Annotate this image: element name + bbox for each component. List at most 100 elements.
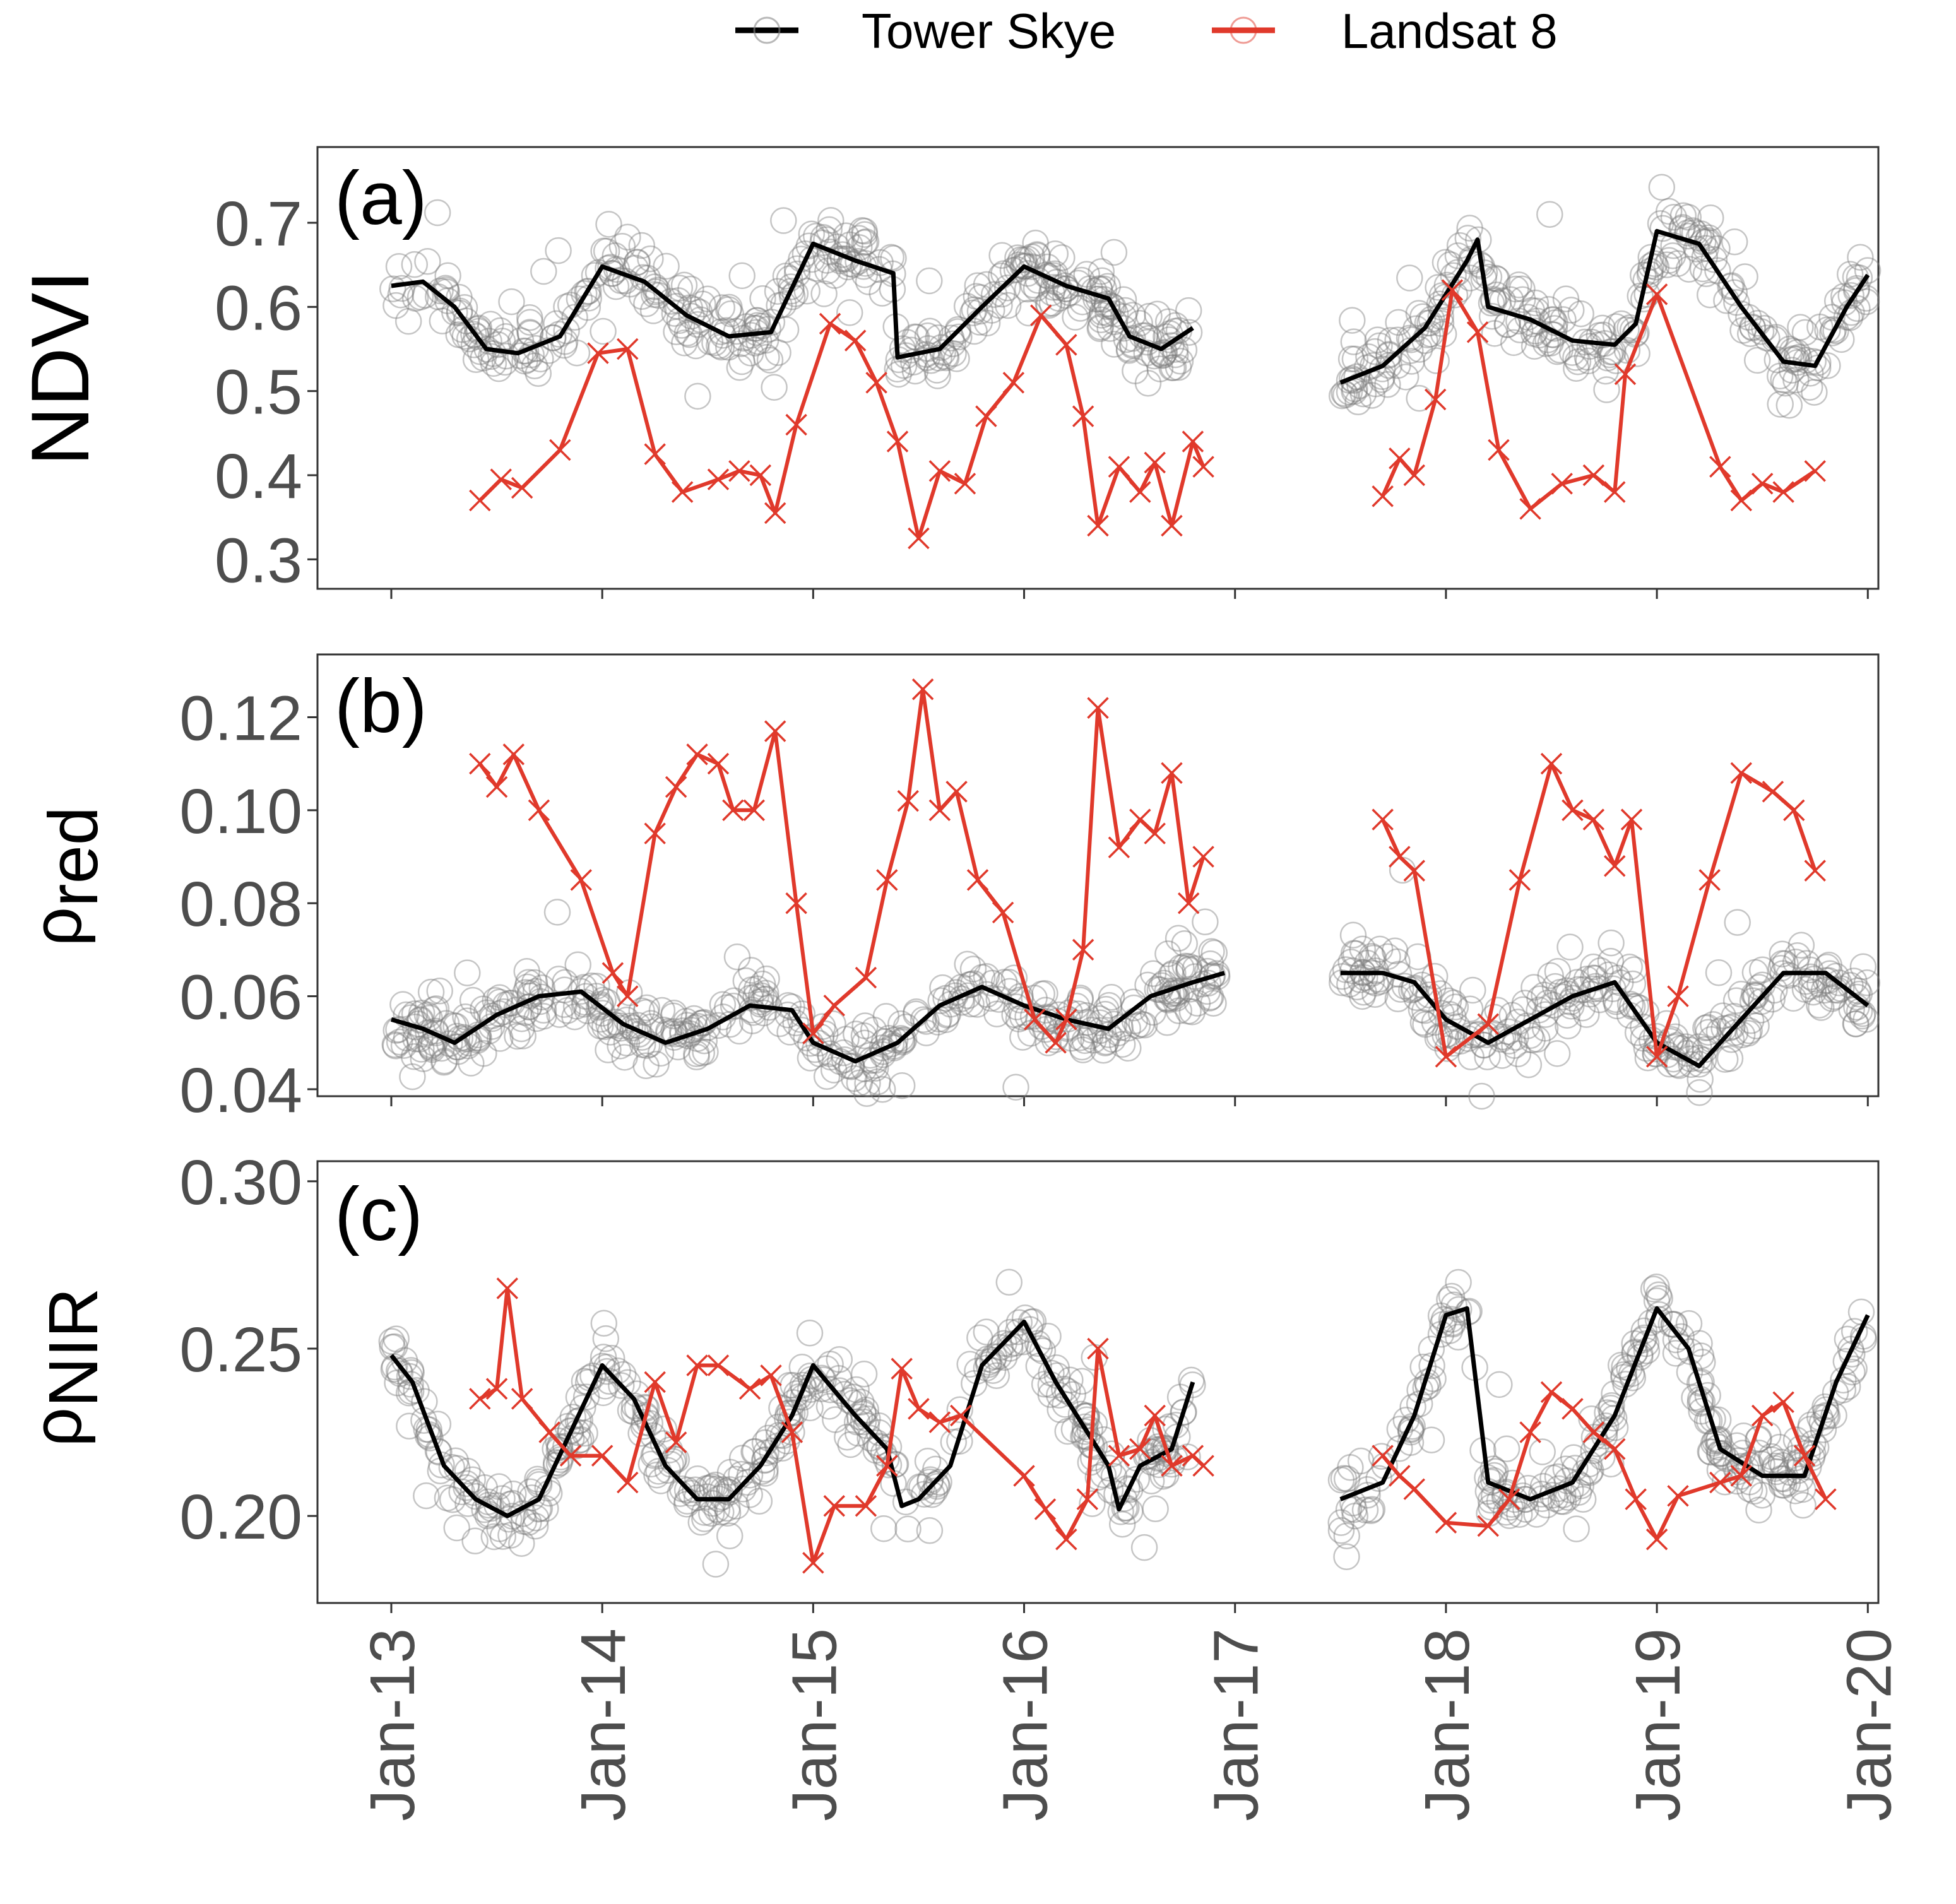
tower-observation-point <box>1536 201 1563 228</box>
tower-skye-line <box>389 1320 1195 1518</box>
tower-observation-point <box>1170 1398 1197 1426</box>
landsat-8-point <box>802 1552 824 1574</box>
tower-observation-point <box>1340 940 1368 967</box>
tower-observation-point <box>774 1405 801 1432</box>
tower-observation-point <box>959 299 987 327</box>
tower-observation-point <box>1808 994 1835 1021</box>
landsat-8-point <box>1751 473 1774 495</box>
tower-observation-point <box>889 1028 916 1056</box>
panel-b-ylabel: ρ red <box>18 807 112 947</box>
tower-observation-point <box>1742 982 1770 1009</box>
panel-a-landsat-lines <box>469 279 1826 550</box>
tower-observation-point <box>530 1003 557 1030</box>
tower-observation-point <box>643 1050 670 1078</box>
tower-observation-point <box>702 1475 730 1503</box>
tower-observation-point <box>1478 1468 1505 1496</box>
tower-observation-point <box>1726 1453 1754 1480</box>
tower-observation-point <box>1479 1467 1507 1494</box>
tower-observation-point <box>973 309 1001 337</box>
tower-observation-point <box>995 1268 1023 1296</box>
tower-observation-point <box>1110 315 1137 342</box>
landsat-8-point <box>1709 1471 1731 1494</box>
tower-observation-point <box>1183 990 1211 1017</box>
tower-observation-point <box>973 271 1000 299</box>
tower-observation-point <box>424 199 451 227</box>
tower-observation-point <box>1436 1317 1464 1344</box>
tower-observation-point <box>1668 215 1695 243</box>
tower-observation-point <box>1343 363 1370 391</box>
tower-observation-point <box>1634 1044 1662 1072</box>
tower-observation-point <box>607 1012 634 1039</box>
tower-observation-point <box>966 297 994 325</box>
tower-observation-point <box>1427 1321 1455 1348</box>
tower-observation-point <box>561 1003 588 1031</box>
tower-observation-point <box>1649 215 1676 242</box>
tower-observation-point <box>1133 339 1160 367</box>
tower-observation-point <box>1492 1498 1520 1526</box>
tower-observation-point <box>1616 990 1644 1018</box>
tower-observation-point <box>1457 1043 1485 1071</box>
tower-observation-point <box>816 239 844 266</box>
tower-observation-point <box>1442 993 1469 1020</box>
tower-observation-point <box>1067 985 1094 1012</box>
tower-observation-point <box>1009 252 1036 280</box>
tower-observation-point <box>1424 1024 1452 1052</box>
tower-observation-point <box>401 251 429 278</box>
tower-observation-point <box>1005 1309 1033 1336</box>
tower-observation-point <box>454 1457 481 1485</box>
tower-observation-point <box>426 978 453 1005</box>
tower-observation-point <box>834 1052 862 1079</box>
tower-observation-point <box>929 974 956 1002</box>
tower-observation-point <box>545 1450 573 1477</box>
tower-observation-point <box>1200 939 1228 967</box>
landsat-8-point <box>1625 1488 1647 1510</box>
panel-c-ylabel-main: ρ <box>18 1407 96 1447</box>
tower-observation-point <box>1386 1434 1413 1462</box>
tower-observation-point <box>1170 336 1198 364</box>
tower-observation-point <box>1011 1304 1039 1332</box>
tower-observation-point <box>1748 988 1775 1015</box>
tower-observation-point <box>436 1030 463 1057</box>
tower-observation-point <box>1139 960 1167 988</box>
tower-observation-point <box>673 1491 701 1518</box>
landsat-8-point <box>1030 304 1052 326</box>
tower-observation-point <box>390 1032 418 1059</box>
tower-observation-point <box>1034 263 1062 290</box>
tower-observation-point <box>1480 287 1508 315</box>
tower-observation-point <box>1130 1012 1158 1039</box>
landsat-8-point <box>665 1431 687 1453</box>
tower-observation-point <box>1728 981 1755 1008</box>
tower-observation-point <box>581 262 608 289</box>
landsat-8-point <box>1582 1421 1605 1443</box>
tower-observation-point <box>1575 347 1602 375</box>
tower-observation-point <box>1366 332 1393 360</box>
tower-observation-point <box>1676 1359 1704 1386</box>
tower-observation-point <box>1506 1501 1533 1528</box>
tower-observation-point <box>1144 300 1171 328</box>
tower-observation-point <box>1338 365 1366 393</box>
tower-observation-point <box>445 321 472 348</box>
landsat-8-point <box>823 995 846 1017</box>
tower-observation-point <box>454 959 481 986</box>
tower-observation-point <box>837 1431 864 1458</box>
tower-observation-point <box>441 299 468 326</box>
tower-observation-point <box>1354 949 1381 977</box>
tower-observation-point <box>382 1017 410 1044</box>
tower-observation-point <box>783 260 811 288</box>
tower-observation-point <box>1158 354 1186 382</box>
landsat-8-point <box>591 1445 613 1467</box>
tower-observation-point <box>1508 275 1536 303</box>
tower-observation-point <box>1128 1010 1155 1038</box>
tower-observation-point <box>888 1072 916 1099</box>
tower-observation-point <box>516 319 543 346</box>
tower-observation-point <box>1438 1282 1466 1310</box>
tower-observation-point <box>492 323 519 350</box>
tower-observation-point <box>639 297 667 324</box>
tower-observation-point <box>379 275 406 302</box>
tower-observation-point <box>821 262 848 289</box>
tower-observation-point <box>525 1468 552 1496</box>
tower-observation-point <box>1532 1001 1559 1028</box>
tower-observation-point <box>1595 961 1623 988</box>
tower-observation-point <box>424 1438 452 1465</box>
tower-observation-point <box>1426 290 1454 318</box>
